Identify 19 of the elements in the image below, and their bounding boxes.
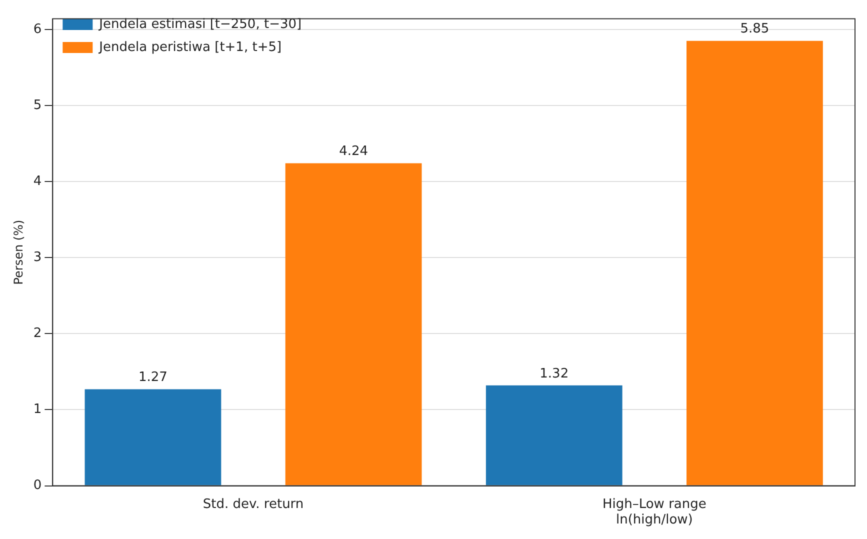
y-tick-label: 3 xyxy=(33,250,42,265)
data-label: 1.32 xyxy=(540,366,569,382)
y-tick-label: 4 xyxy=(33,174,42,189)
y-tick-label: 6 xyxy=(33,22,42,37)
y-tick-label: 5 xyxy=(33,98,42,113)
y-tick-label: 2 xyxy=(33,326,42,342)
bar xyxy=(486,385,622,486)
bar xyxy=(285,163,422,486)
data-label: 1.27 xyxy=(138,370,168,386)
x-tick-label: Std. dev. return xyxy=(202,496,304,512)
bar xyxy=(686,40,823,486)
y-axis-title: Persen (%) xyxy=(11,220,26,285)
bar xyxy=(84,389,222,486)
data-label: 4.24 xyxy=(339,144,368,160)
x-tick-label: High–Low range ln(high/low) xyxy=(602,496,706,528)
y-tick-label: 1 xyxy=(33,402,42,418)
y-tick-label: 0 xyxy=(33,478,42,494)
legend-label: Jendela peristiwa [t+1, t+5] xyxy=(98,40,282,55)
data-label: 5.85 xyxy=(740,22,770,37)
